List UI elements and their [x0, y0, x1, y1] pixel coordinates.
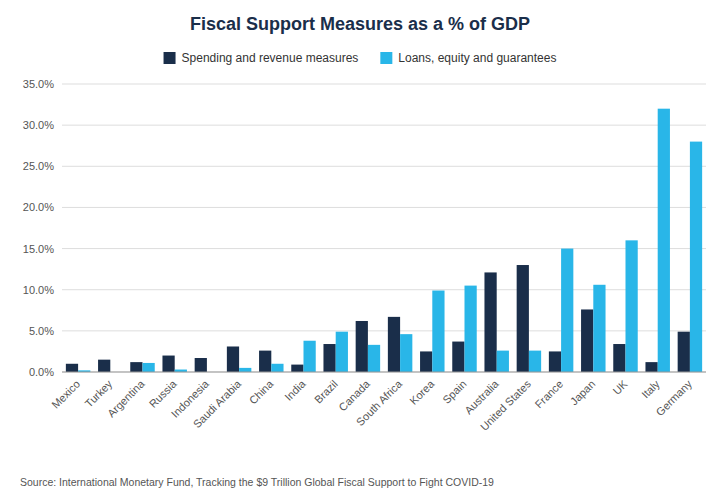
legend-swatch — [164, 52, 176, 64]
x-tick-label: Spain — [440, 378, 468, 406]
bar — [143, 363, 155, 372]
y-tick-label: 5.0% — [29, 325, 54, 337]
bar — [259, 351, 271, 372]
bar — [613, 344, 625, 372]
bar — [497, 351, 509, 372]
bar — [291, 365, 303, 372]
x-tick-label: China — [247, 377, 276, 406]
bar — [549, 351, 561, 372]
x-tick-label: Argentina — [105, 377, 147, 419]
bar — [356, 321, 368, 372]
bar — [658, 109, 670, 372]
bar — [227, 346, 239, 372]
bar — [465, 286, 477, 372]
source-note: Source: International Monetary Fund, Tra… — [20, 476, 494, 488]
title: Fiscal Support Measures as a % of GDP — [190, 14, 530, 34]
bar — [271, 364, 283, 372]
bar — [581, 309, 593, 372]
y-tick-label: 35.0% — [23, 78, 54, 90]
grid-line — [62, 125, 706, 126]
legend: Spending and revenue measures Loans, equi… — [164, 51, 557, 65]
bar — [484, 272, 496, 372]
bar — [239, 368, 251, 372]
x-axis-line — [62, 372, 706, 373]
bar — [452, 342, 464, 372]
grid-line — [62, 372, 706, 373]
chart-container: Fiscal Support Measures as a % of GDP 0.0… — [0, 0, 720, 500]
bar — [162, 356, 174, 372]
bar — [678, 332, 690, 372]
x-tick-label: Germany — [654, 377, 695, 418]
grid — [62, 84, 706, 372]
x-tick-label: United States — [478, 377, 534, 433]
x-tick-label: Italy — [639, 377, 662, 400]
bar — [195, 358, 207, 372]
x-tick-label: France — [533, 378, 566, 411]
grid-line — [62, 84, 706, 85]
grid-line — [62, 207, 706, 208]
bar — [626, 240, 638, 372]
bar — [561, 249, 573, 372]
x-tick-label: India — [282, 377, 308, 403]
x-tick-label: Korea — [407, 377, 437, 407]
bar — [66, 364, 78, 372]
y-tick-label: 20.0% — [23, 201, 54, 213]
bar — [304, 341, 316, 372]
bar — [690, 142, 702, 372]
bar — [98, 360, 110, 372]
x-tick-label: South Africa — [354, 377, 405, 428]
y-tick-label: 25.0% — [23, 160, 54, 172]
bars — [66, 109, 702, 372]
x-tick-label: UK — [610, 377, 630, 397]
bar — [368, 345, 380, 372]
x-tick-label: Brazil — [312, 378, 340, 406]
grid-line — [62, 330, 706, 331]
x-tick-label: Japan — [568, 378, 598, 408]
x-tick-label: Saudi Arabia — [191, 377, 244, 430]
legend-label: Spending and revenue measures — [182, 51, 359, 65]
y-tick-label: 15.0% — [23, 243, 54, 255]
grid-line — [62, 248, 706, 249]
bar — [130, 362, 142, 372]
chart: Fiscal Support Measures as a % of GDP 0.0… — [0, 0, 720, 500]
bar — [593, 285, 605, 372]
bar — [388, 317, 400, 372]
y-tick-label: 10.0% — [23, 284, 54, 296]
y-tick-label: 0.0% — [29, 366, 54, 378]
y-tick-label: 30.0% — [23, 119, 54, 131]
bar — [420, 351, 432, 372]
bar — [323, 344, 335, 372]
bar — [645, 362, 657, 372]
bar — [529, 351, 541, 372]
bar — [432, 291, 444, 372]
bar — [517, 265, 529, 372]
grid-line — [62, 166, 706, 167]
x-tick-label: Mexico — [49, 378, 82, 411]
legend-swatch — [380, 52, 392, 64]
legend-label: Loans, equity and guarantees — [398, 51, 556, 65]
bar — [336, 332, 348, 372]
bar — [400, 334, 412, 372]
grid-line — [62, 289, 706, 290]
